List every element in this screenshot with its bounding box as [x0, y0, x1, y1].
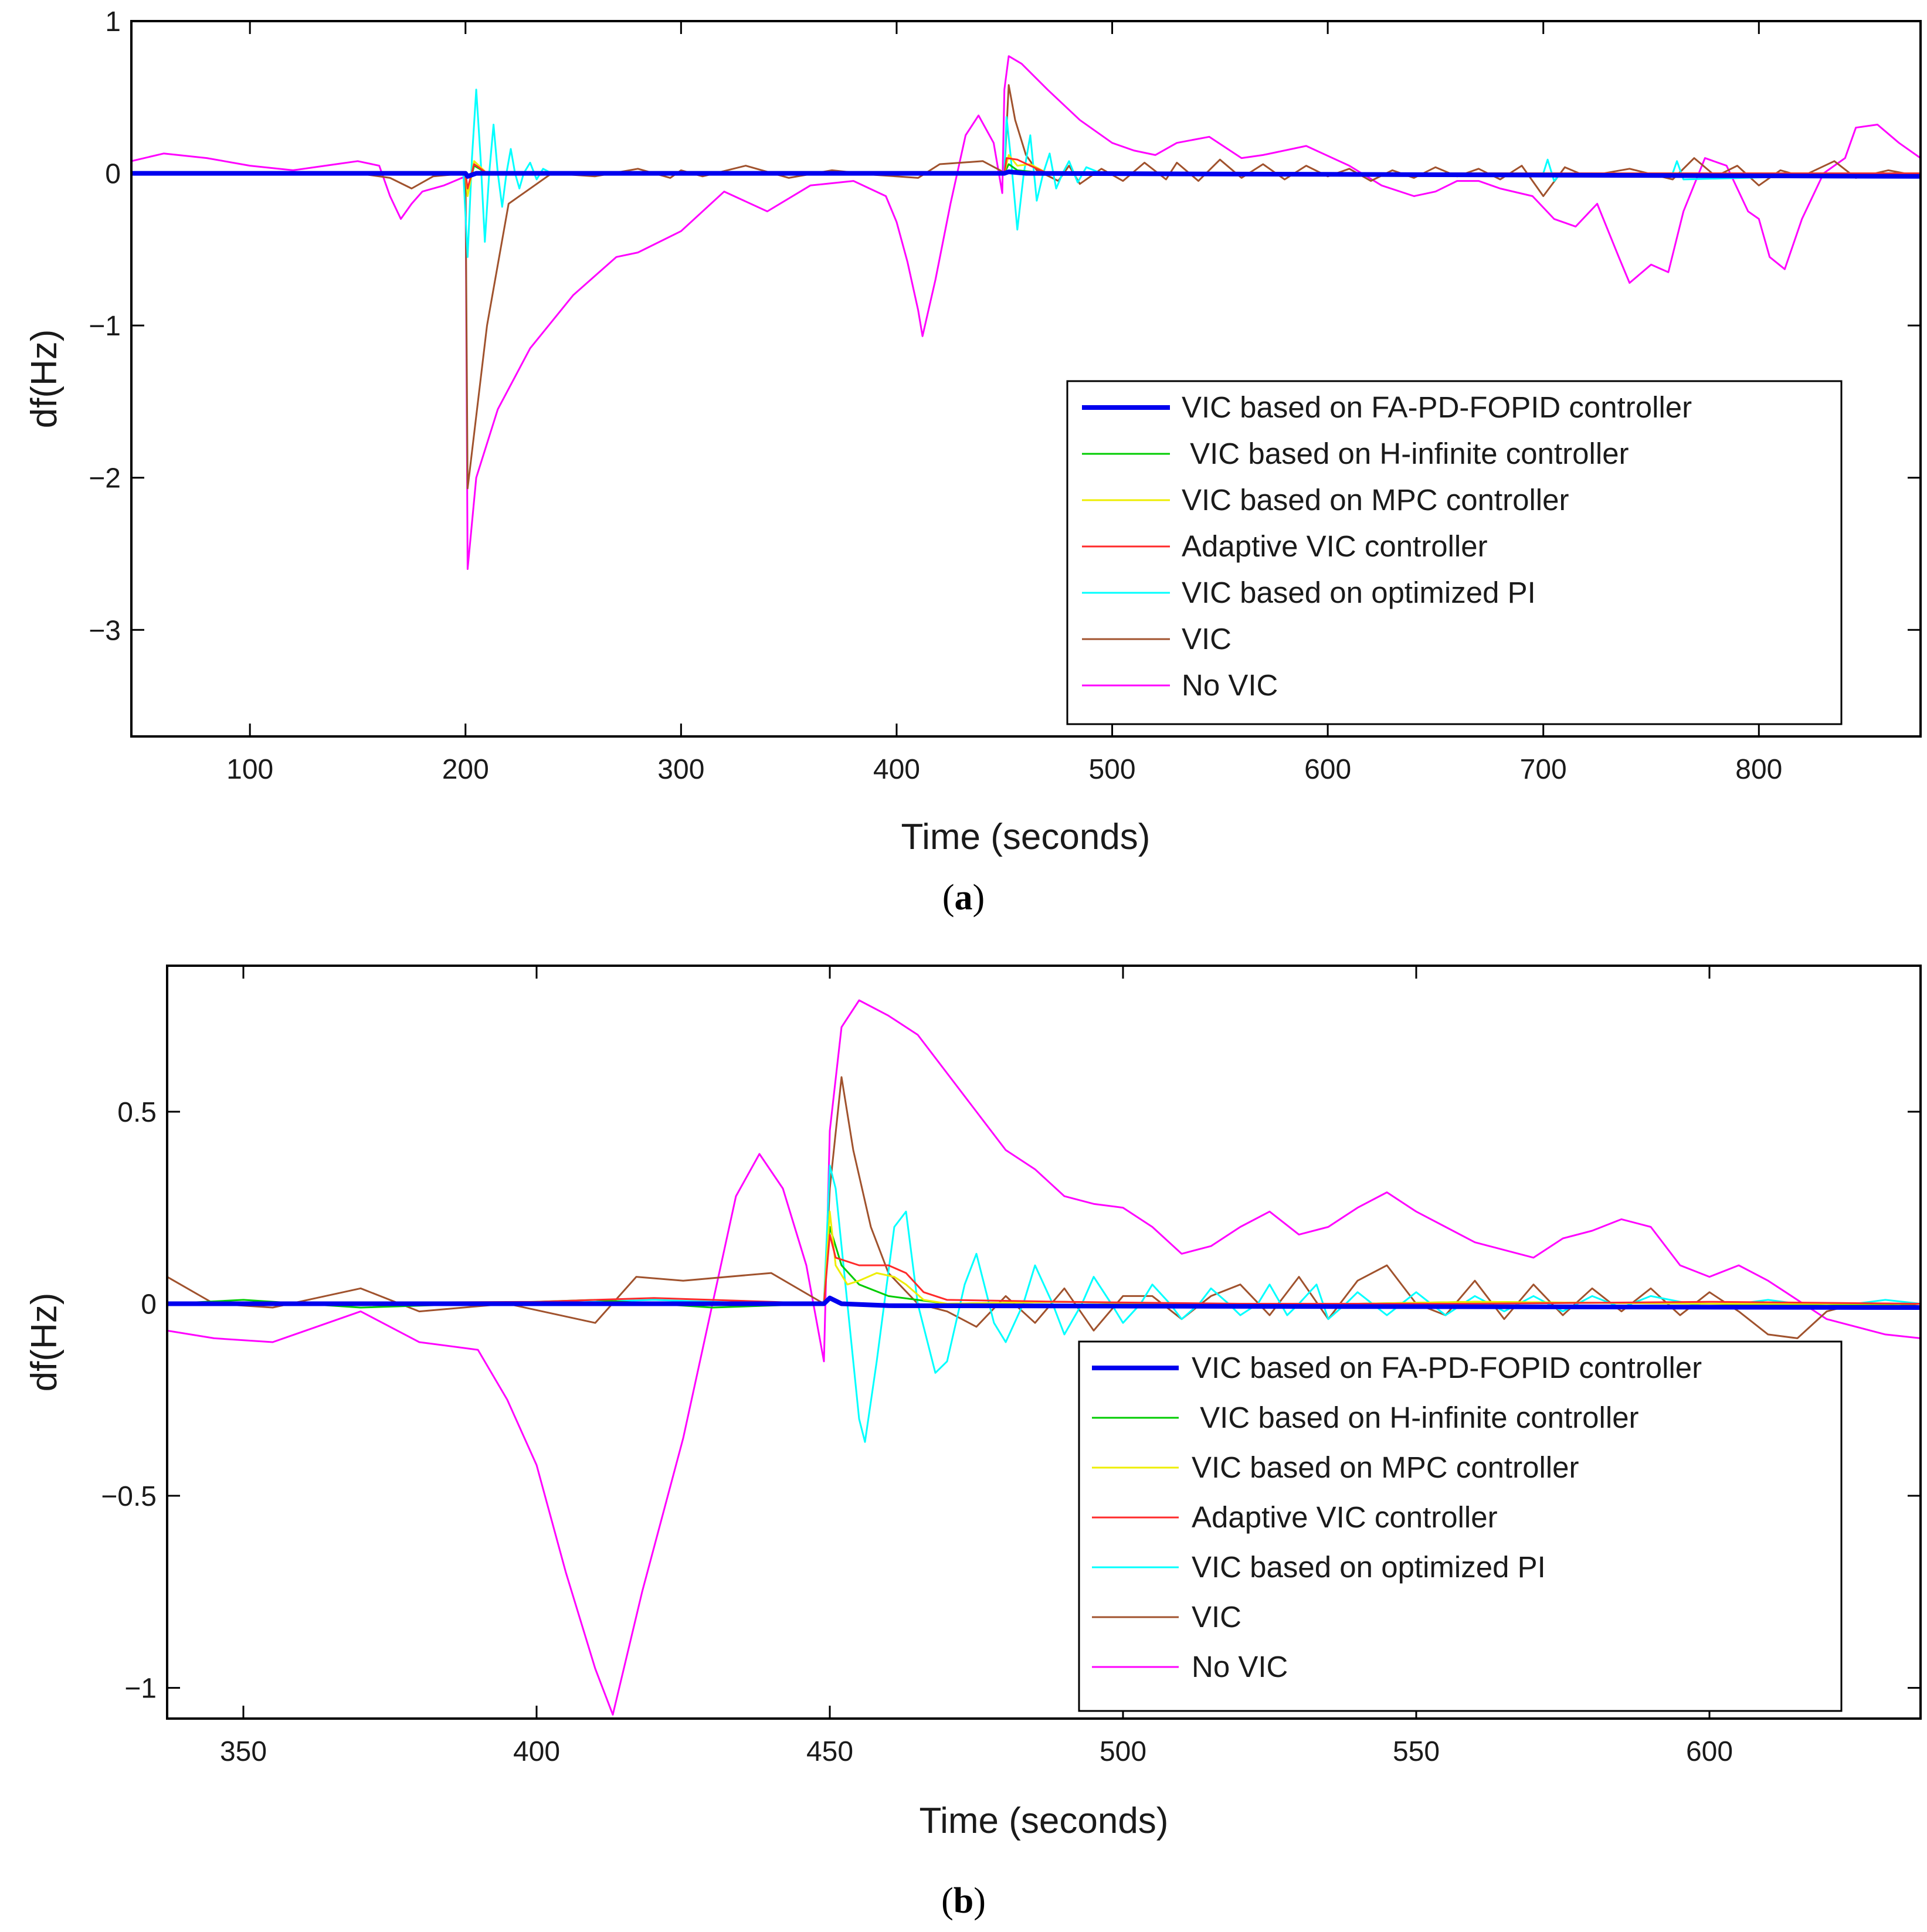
- chart-a-ytick-label: 1: [105, 6, 121, 38]
- chart-b-xtick-label: 350: [220, 1736, 267, 1767]
- chart-panel-b: 350 400 450 500 550 600 0.5 0 −0.5 −1 VIC based o…: [24, 965, 1922, 1921]
- chart-a-ytick-label: −3: [89, 615, 121, 646]
- chart-b-series-3: [167, 1234, 1921, 1305]
- chart-a-legend-entry: VIC based on optimized PI: [1182, 576, 1536, 609]
- chart-b-caption: (b): [941, 1881, 986, 1921]
- chart-a-caption-letter: a: [955, 878, 973, 918]
- chart-b-axes-box: [166, 965, 1922, 1720]
- chart-a-legend-entry: No VIC: [1182, 668, 1278, 702]
- chart-b-xtick-label: 600: [1686, 1736, 1733, 1767]
- chart-b-legend-entry: Adaptive VIC controller: [1192, 1500, 1498, 1534]
- chart-a-xtick-label: 200: [442, 754, 489, 785]
- chart-a-legend-entry: VIC based on H-infinite controller: [1182, 437, 1629, 470]
- chart-a-legend-entry: Adaptive VIC controller: [1182, 529, 1488, 563]
- chart-a-xtick-label: 400: [873, 754, 920, 785]
- chart-a-ytick-label: −2: [89, 463, 121, 494]
- chart-b-legend-entry: VIC based on MPC controller: [1192, 1451, 1579, 1484]
- chart-a-series-5: [131, 84, 1921, 490]
- chart-b-ticks: 350 400 450 500 550 600 0.5 0 −0.5 −1: [101, 966, 1921, 1767]
- chart-a-axes-box: [130, 20, 1922, 738]
- chart-b-xtick-label: 400: [513, 1736, 560, 1767]
- chart-a-ytick-label: −1: [89, 311, 121, 342]
- chart-b-xlabel: Time (seconds): [920, 1801, 1169, 1841]
- chart-b-xtick-label: 500: [1100, 1736, 1146, 1767]
- chart-b-legend-entry: VIC based on H-infinite controller: [1192, 1401, 1639, 1434]
- chart-panel-a: 100 200 300 400 500 600 700 800 1 0 −1 −2 −3 VIC bas…: [24, 6, 1922, 918]
- chart-b-series-6: [167, 999, 1921, 1716]
- chart-a-xtick-label: 700: [1520, 754, 1567, 785]
- chart-a-legend-entry: VIC: [1182, 622, 1231, 656]
- chart-a-legend-entry: VIC based on MPC controller: [1182, 483, 1569, 517]
- chart-b-legend-entry: No VIC: [1192, 1650, 1288, 1683]
- chart-a-series-0: [131, 169, 1921, 179]
- chart-b-legend-box: [1078, 1340, 1843, 1712]
- chart-a-ylabel: df(Hz): [24, 330, 65, 429]
- chart-a-series: [131, 55, 1921, 570]
- chart-a-xtick-label: 800: [1735, 754, 1782, 785]
- chart-b-xtick-label: 550: [1393, 1736, 1440, 1767]
- chart-a-caption: (a): [942, 878, 985, 918]
- chart-b-series-0: [167, 1295, 1921, 1310]
- chart-a-xtick-label: 100: [226, 754, 273, 785]
- chart-b-ytick-label: −0.5: [101, 1481, 157, 1512]
- chart-b-ylabel: df(Hz): [24, 1293, 65, 1392]
- chart-b-series: [167, 999, 1921, 1716]
- chart-a-legend: VIC based on FA-PD-FOPID controller VIC …: [1066, 380, 1843, 725]
- chart-a-xtick-label: 600: [1304, 754, 1351, 785]
- chart-a-xtick-label: 300: [657, 754, 704, 785]
- chart-a-ticks: 100 200 300 400 500 600 700 800 1 0 −1 −2 −3: [89, 6, 1921, 785]
- chart-a-legend-box: [1066, 380, 1843, 725]
- chart-b-ytick-label: 0.5: [117, 1097, 157, 1128]
- chart-b-caption-letter: b: [954, 1881, 973, 1921]
- chart-b-ytick-label: −1: [124, 1673, 157, 1704]
- chart-b-legend: VIC based on FA-PD-FOPID controller VIC …: [1078, 1340, 1843, 1712]
- chart-b-legend-entry: VIC based on FA-PD-FOPID controller: [1192, 1351, 1702, 1384]
- chart-a-xtick-label: 500: [1088, 754, 1135, 785]
- chart-a-ytick-label: 0: [105, 159, 121, 190]
- chart-a-xlabel: Time (seconds): [901, 817, 1151, 857]
- chart-b-ytick-label: 0: [141, 1289, 157, 1320]
- chart-a-legend-entry: VIC based on FA-PD-FOPID controller: [1182, 391, 1692, 424]
- chart-b-legend-entry: VIC based on optimized PI: [1192, 1550, 1546, 1584]
- chart-b-xtick-label: 450: [806, 1736, 853, 1767]
- chart-b-legend-entry: VIC: [1192, 1600, 1241, 1634]
